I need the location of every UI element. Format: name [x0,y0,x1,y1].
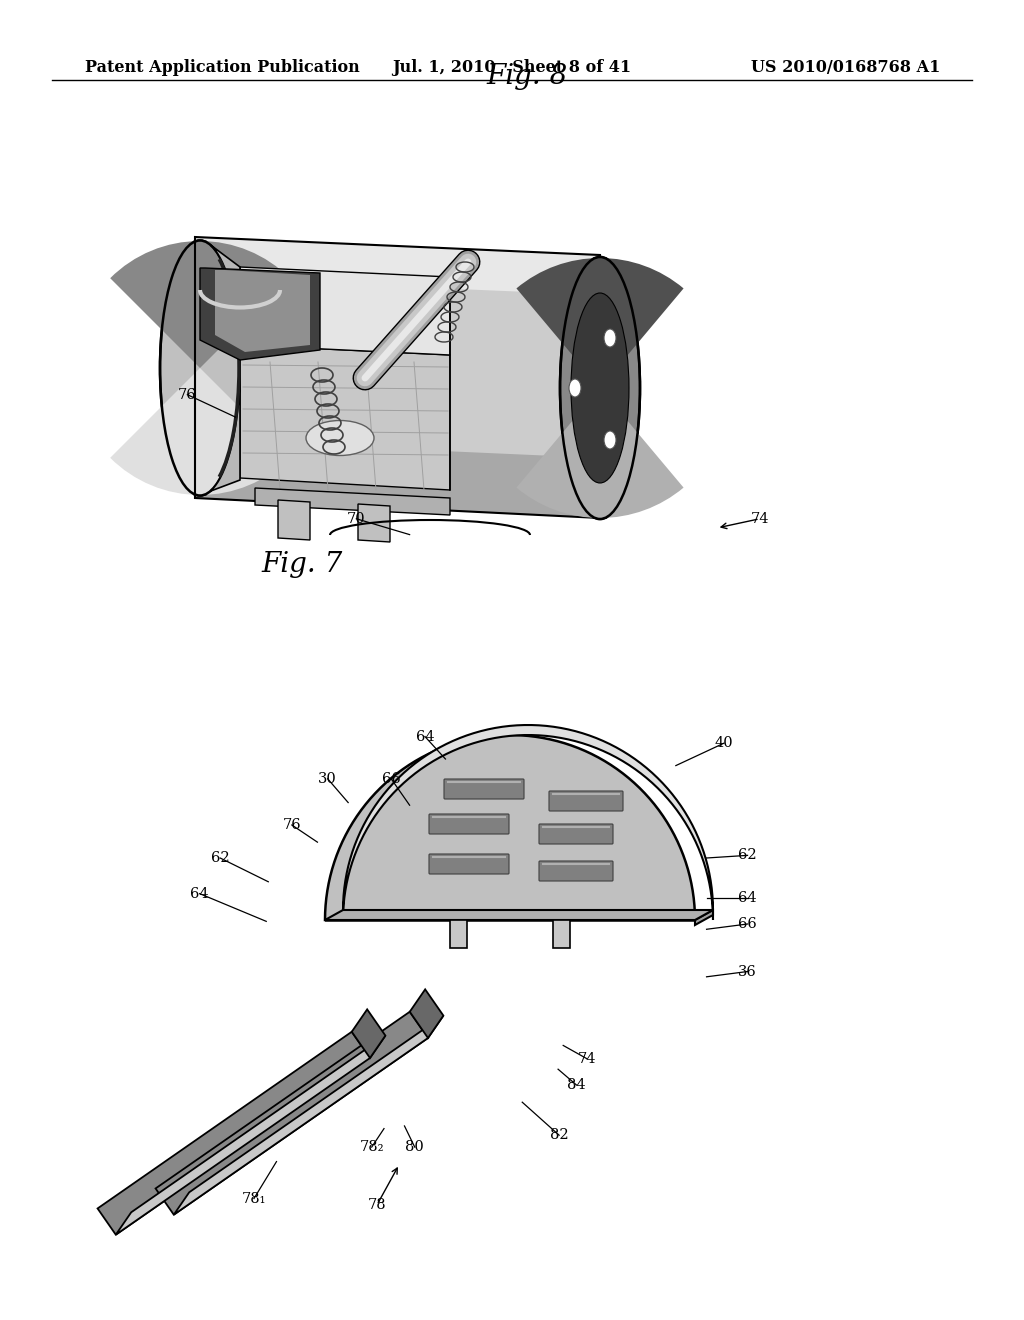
Ellipse shape [571,293,629,483]
Text: 30: 30 [318,772,337,785]
Text: 62: 62 [738,849,757,862]
Text: 82: 82 [550,1129,568,1142]
Polygon shape [200,268,319,360]
Polygon shape [553,920,570,948]
Polygon shape [352,1010,385,1059]
FancyBboxPatch shape [429,854,509,874]
Text: 76: 76 [178,388,197,401]
Polygon shape [325,735,695,920]
Ellipse shape [604,432,616,449]
Text: 78: 78 [368,1199,386,1212]
Text: 62: 62 [211,851,229,865]
Polygon shape [450,920,467,948]
Wedge shape [111,242,290,368]
Polygon shape [343,725,713,920]
Ellipse shape [160,240,240,495]
Polygon shape [195,238,600,294]
Polygon shape [695,909,713,925]
Text: 70: 70 [347,512,366,525]
Polygon shape [97,1032,370,1234]
Polygon shape [116,1036,385,1234]
Polygon shape [325,909,713,920]
Text: 74: 74 [751,512,769,525]
FancyBboxPatch shape [429,814,509,834]
Wedge shape [516,388,684,517]
Text: 76: 76 [283,818,301,832]
FancyBboxPatch shape [444,779,524,799]
Text: 74: 74 [578,1052,596,1065]
Text: 66: 66 [738,917,757,931]
Text: 78₂: 78₂ [359,1140,384,1154]
FancyBboxPatch shape [539,861,613,880]
Polygon shape [195,440,600,517]
Ellipse shape [569,379,581,397]
Polygon shape [410,990,443,1038]
Text: 64: 64 [416,730,434,743]
Text: 78₁: 78₁ [242,1192,266,1205]
Text: Fig. 7: Fig. 7 [261,552,343,578]
Polygon shape [215,271,310,352]
Polygon shape [240,345,450,490]
Polygon shape [240,267,450,355]
Text: 66: 66 [382,772,400,785]
Text: Fig. 8: Fig. 8 [486,63,568,90]
Wedge shape [111,368,290,495]
Wedge shape [516,257,684,388]
Text: Patent Application Publication: Patent Application Publication [85,59,359,77]
Text: 84: 84 [567,1078,586,1092]
FancyBboxPatch shape [539,824,613,843]
Polygon shape [156,1011,428,1214]
Polygon shape [195,238,600,517]
Text: 64: 64 [190,887,209,900]
Polygon shape [255,488,450,515]
Text: 40: 40 [715,737,733,750]
Text: Jul. 1, 2010   Sheet 8 of 41: Jul. 1, 2010 Sheet 8 of 41 [392,59,632,77]
Ellipse shape [306,421,374,455]
Text: 80: 80 [406,1140,424,1154]
Text: 64: 64 [738,891,757,904]
Text: 36: 36 [738,965,757,978]
Polygon shape [278,500,310,540]
FancyBboxPatch shape [549,791,623,810]
Ellipse shape [560,257,640,519]
Polygon shape [358,504,390,543]
Polygon shape [174,1015,443,1214]
Polygon shape [210,244,240,491]
Ellipse shape [604,329,616,347]
Text: US 2010/0168768 A1: US 2010/0168768 A1 [751,59,940,77]
